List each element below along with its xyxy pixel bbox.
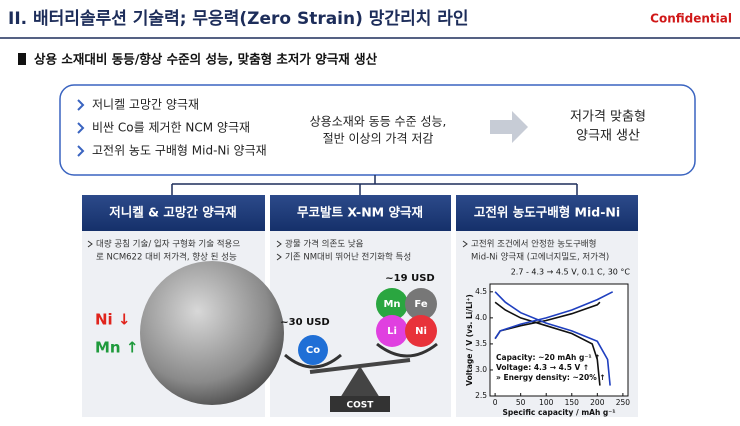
y-tick-label: 2.5 bbox=[475, 391, 487, 400]
column-header bbox=[270, 195, 451, 231]
chevrons bbox=[77, 99, 85, 157]
column-bullet: 고전위 조건에서 안정한 농도구배형 bbox=[471, 239, 596, 250]
annotation: Capacity: ~20 mAh g⁻¹ ↑ bbox=[496, 353, 601, 362]
element-label: Li bbox=[387, 326, 397, 337]
column-bullet: 대량 공침 기술/ 입자 구형화 기술 적용으 bbox=[96, 239, 240, 250]
y-tick-label: 3.5 bbox=[475, 339, 487, 348]
x-tick-label: 250 bbox=[616, 398, 631, 407]
summary-result: 양극재 생산 bbox=[576, 129, 640, 144]
chart: 0 50 100 150 200 250 2.5 3.0 3.5 4.0 4.5 Specific c… bbox=[465, 283, 631, 417]
column-bullet: 로 NCM622 대비 저가격, 향상 된 성능 bbox=[96, 252, 237, 263]
subtitle: 상용 소재대비 동등/향상 수준의 성능, 맞춤형 초저가 양극재 생산 bbox=[34, 52, 378, 67]
arrow bbox=[490, 111, 528, 143]
mn-label: Mn ↑ bbox=[95, 339, 138, 357]
element-circle bbox=[405, 315, 437, 347]
summary-middle: 절반 이상의 가격 저감 bbox=[323, 132, 434, 146]
column-title: 무코발트 X-NM 양극재 bbox=[297, 205, 423, 220]
price: ~19 USD bbox=[385, 273, 434, 284]
y-tick-label: 3.0 bbox=[475, 365, 487, 374]
curve bbox=[494, 291, 614, 340]
x-tick-label: 100 bbox=[539, 398, 554, 407]
summary-middle: 상용소재와 동등 수준 성능, bbox=[310, 115, 447, 129]
x-tick-label: 200 bbox=[590, 398, 605, 407]
x-tick-label: 0 bbox=[493, 398, 498, 407]
element-circle bbox=[298, 335, 328, 365]
curve bbox=[494, 291, 611, 386]
price: ~30 USD bbox=[280, 317, 329, 328]
badge: Confidential bbox=[650, 12, 732, 26]
column-bullet: 기존 NM대비 뛰어난 전기화학 특성 bbox=[285, 252, 411, 263]
annotation: Voltage: 4.3 → 4.5 V ↑ bbox=[496, 363, 589, 372]
chart-condition: 2.7 - 4.3 → 4.5 V, 0.1 C, 30 °C bbox=[511, 268, 631, 277]
chevron bbox=[462, 240, 468, 248]
element-circle bbox=[376, 315, 408, 347]
plot-area bbox=[489, 283, 629, 397]
summary-box bbox=[59, 84, 696, 176]
element-label: Co bbox=[306, 345, 320, 356]
column-header bbox=[456, 195, 638, 231]
x-tick-label: 150 bbox=[565, 398, 580, 407]
y-tick-label: 4.5 bbox=[475, 287, 487, 296]
connectors bbox=[171, 175, 578, 195]
column-bullet: 광물 가격 의존도 낮음 bbox=[285, 239, 364, 250]
curve bbox=[494, 301, 601, 386]
column-header bbox=[82, 195, 265, 231]
summary-bullet: 비싼 Co를 제거한 NCM 양극재 bbox=[92, 121, 250, 135]
title: II. 배터리솔루션 기술력; 무응력(Zero Strain) 망간리치 라인 bbox=[8, 9, 469, 29]
square bbox=[18, 53, 26, 65]
summary-result: 저가격 맞춤형 bbox=[570, 110, 646, 125]
summary-bullet: 저니켈 고망간 양극재 bbox=[92, 98, 199, 112]
chevron bbox=[276, 240, 282, 261]
summary-bullet: 고전위 농도 구배형 Mid-Ni 양극재 bbox=[92, 144, 267, 158]
column-bullet: Mid-Ni 양극재 (고에너지밀도, 저가격) bbox=[471, 252, 609, 263]
x-tick-label: 50 bbox=[516, 398, 526, 407]
scale-label: COST bbox=[347, 401, 375, 411]
column-title: 저니켈 & 고망간 양극재 bbox=[109, 205, 236, 220]
annotation: » Energy density: ~20% ↑ bbox=[496, 373, 606, 382]
column-title: 고전위 농도구배형 Mid-Ni bbox=[474, 205, 620, 220]
cost-scale: ~19 USD Mn Fe Li Ni ~30 USD Co COST bbox=[280, 273, 438, 412]
particle-image bbox=[140, 261, 284, 405]
element-circle bbox=[376, 288, 408, 320]
element-circle bbox=[405, 288, 437, 320]
chevron bbox=[87, 240, 93, 248]
ni-label: Ni ↓ bbox=[95, 311, 131, 329]
element-label: Ni bbox=[415, 326, 427, 337]
element-label: Fe bbox=[414, 299, 427, 310]
y-axis-label: Voltage / V (vs. Li/Li⁺) bbox=[465, 294, 474, 386]
element-label: Mn bbox=[383, 299, 400, 310]
y-tick-label: 4.0 bbox=[475, 313, 487, 322]
x-axis-label: Specific capacity / mAh g⁻¹ bbox=[502, 408, 615, 417]
